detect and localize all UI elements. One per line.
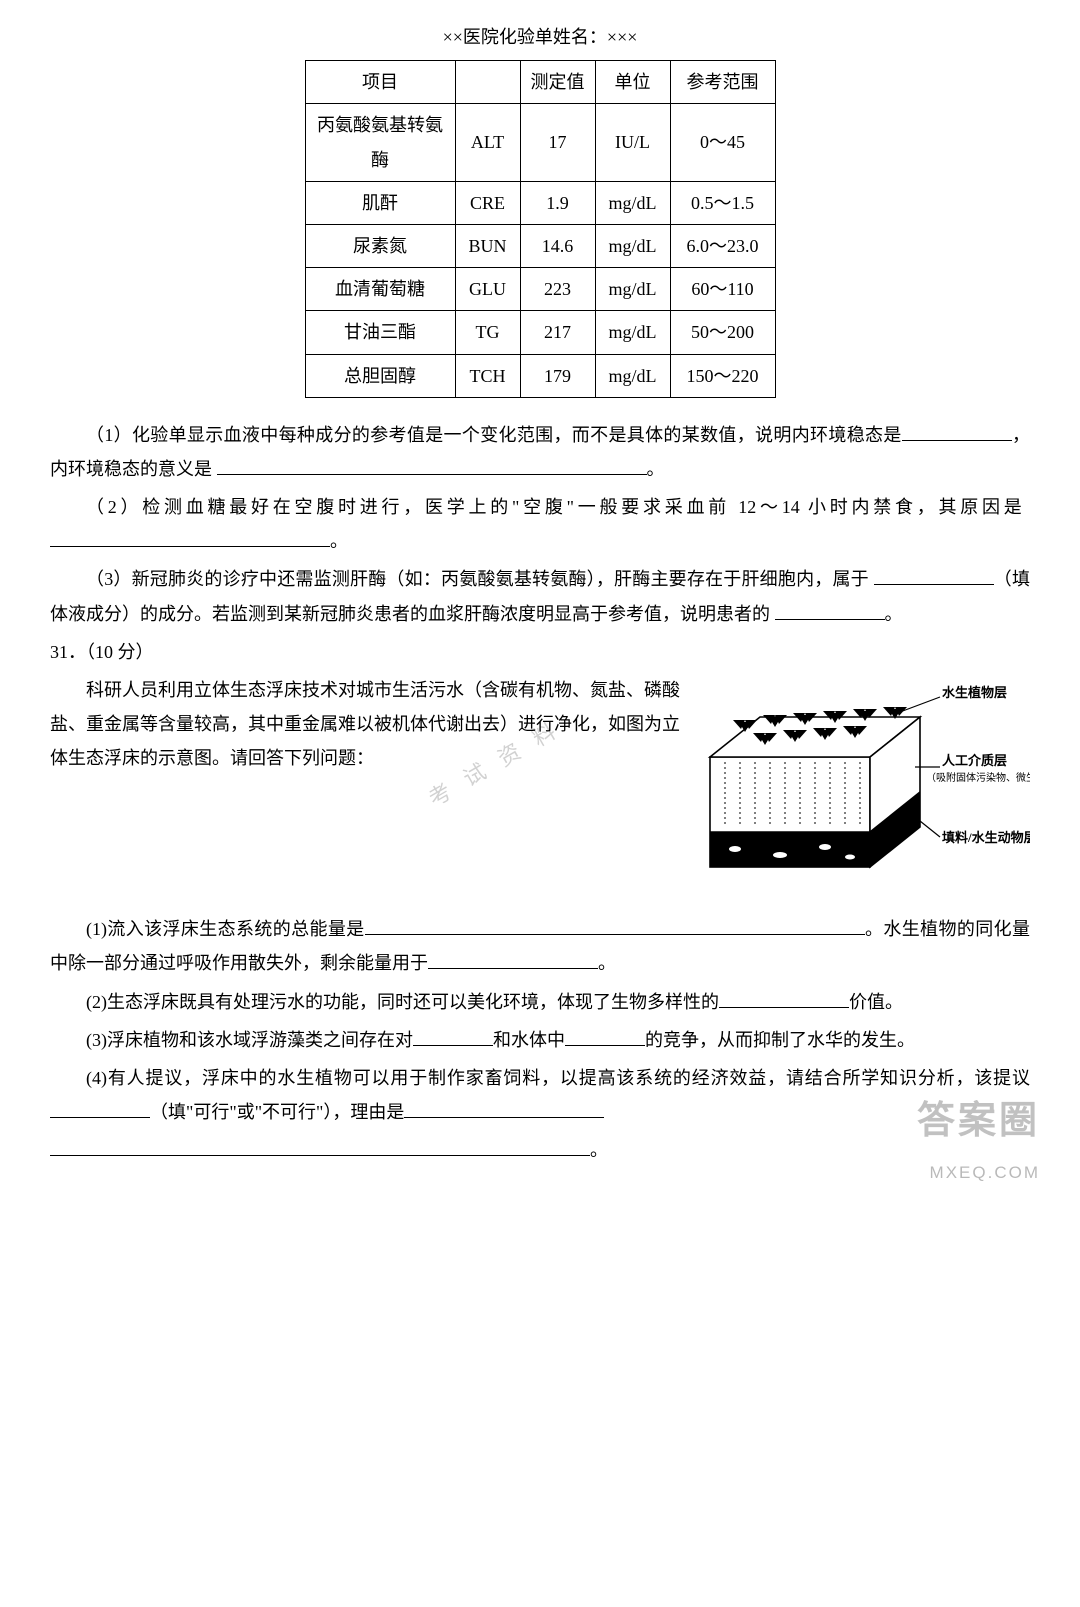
figure-label-mid2: （吸附固体污染物、微生物等） [926, 771, 1030, 784]
table-row: 血清葡萄糖 GLU 223 mg/dL 60～110 [305, 268, 775, 311]
figure-label-top: 水生植物层 [942, 685, 1007, 700]
blank [902, 440, 1012, 441]
blank [775, 619, 885, 620]
cell: mg/dL [595, 224, 670, 267]
text: 。 [330, 531, 348, 551]
text: (3)浮床植物和该水域浮游藻类之间存在对 [86, 1030, 413, 1050]
text: （填"可行"或"不可行"），理由是 [150, 1102, 404, 1122]
text: (4)有人提议，浮床中的水生植物可以用于制作家畜饲料，以提高该系统的经济效益，请… [86, 1068, 1030, 1088]
blank [50, 1117, 150, 1118]
table-row: 总胆固醇 TCH 179 mg/dL 150～220 [305, 354, 775, 397]
figure-label-bottom: 填料/水生动物层 [942, 830, 1030, 845]
text: 。 [647, 459, 665, 479]
cell: 血清葡萄糖 [305, 268, 455, 311]
q31-part2: (2)生态浮床既具有处理污水的功能，同时还可以美化环境，体现了生物多样性的 价值。 [50, 985, 1030, 1019]
text: （2）检测血糖最好在空腹时进行，医学上的"空腹"一般要求采血前 12～14 小时… [86, 497, 1026, 517]
cell: 14.6 [520, 224, 595, 267]
q31-part1: (1)流入该浮床生态系统的总能量是。水生植物的同化量中除一部分通过呼吸作用散失外… [50, 912, 1030, 980]
cell: 肌酐 [305, 181, 455, 224]
blank [50, 546, 330, 547]
text: (1)流入该浮床生态系统的总能量是 [86, 919, 365, 939]
table-row: 丙氨酸氨基转氨酶 ALT 17 IU/L 0～45 [305, 104, 775, 181]
cell: CRE [455, 181, 520, 224]
q31-intro-with-figure: 水生植物层 人工介质层 （吸附固体污染物、微生物等） 填料/水生动物层 科研人员… [50, 673, 1030, 912]
text: 和水体中 [493, 1030, 565, 1050]
text: 价值。 [849, 992, 903, 1012]
q30-part2: （2）检测血糖最好在空腹时进行，医学上的"空腹"一般要求采血前 12～14 小时… [50, 490, 1030, 558]
cell: 17 [520, 104, 595, 181]
text: （3）新冠肺炎的诊疗中还需监测肝酶（如：丙氨酸氨基转氨酶），肝酶主要存在于肝细胞… [86, 569, 869, 589]
blank [404, 1117, 604, 1118]
cell: 150～220 [670, 354, 775, 397]
text: 。 [885, 604, 903, 624]
cell: TG [455, 311, 520, 354]
cell: 179 [520, 354, 595, 397]
cell: 总胆固醇 [305, 354, 455, 397]
table-header: 测定值 [520, 61, 595, 104]
cell: 丙氨酸氨基转氨酶 [305, 104, 455, 181]
cell: 1.9 [520, 181, 595, 224]
cell: 尿素氮 [305, 224, 455, 267]
table-header: 单位 [595, 61, 670, 104]
table-header [455, 61, 520, 104]
text: 。 [598, 953, 616, 973]
text: （1）化验单显示血液中每种成分的参考值是一个变化范围，而不是具体的某数值，说明内… [86, 425, 902, 445]
floating-bed-figure: 水生植物层 人工介质层 （吸附固体污染物、微生物等） 填料/水生动物层 [690, 677, 1030, 908]
blank [50, 1155, 590, 1156]
cell: BUN [455, 224, 520, 267]
q31-part4: (4)有人提议，浮床中的水生植物可以用于制作家畜饲料，以提高该系统的经济效益，请… [50, 1061, 1030, 1129]
blank [565, 1045, 645, 1046]
blank [217, 474, 647, 475]
blank [365, 934, 865, 935]
cell: GLU [455, 268, 520, 311]
q31-header: 31．（10 分） [50, 635, 1030, 669]
table-header: 参考范围 [670, 61, 775, 104]
figure-label-mid1: 人工介质层 [942, 753, 1007, 768]
table-row: 肌酐 CRE 1.9 mg/dL 0.5～1.5 [305, 181, 775, 224]
lab-report-table: 项目 测定值 单位 参考范围 丙氨酸氨基转氨酶 ALT 17 IU/L 0～45… [305, 60, 776, 398]
cell: 50～200 [670, 311, 775, 354]
cell: ALT [455, 104, 520, 181]
text: 。 [590, 1140, 608, 1160]
blank [413, 1045, 493, 1046]
cell: mg/dL [595, 311, 670, 354]
table-row: 尿素氮 BUN 14.6 mg/dL 6.0～23.0 [305, 224, 775, 267]
q30-part3: （3）新冠肺炎的诊疗中还需监测肝酶（如：丙氨酸氨基转氨酶），肝酶主要存在于肝细胞… [50, 562, 1030, 630]
cell: 217 [520, 311, 595, 354]
cell: 223 [520, 268, 595, 311]
cell: 0.5～1.5 [670, 181, 775, 224]
blank [428, 968, 598, 969]
q31-part3: (3)浮床植物和该水域浮游藻类之间存在对 和水体中 的竞争，从而抑制了水华的发生。 [50, 1023, 1030, 1057]
blank [874, 584, 994, 585]
cell: 0～45 [670, 104, 775, 181]
lab-report-title: ××医院化验单姓名：××× [50, 20, 1030, 54]
table-header: 项目 [305, 61, 455, 104]
cell: 6.0～23.0 [670, 224, 775, 267]
cell: mg/dL [595, 354, 670, 397]
cell: 甘油三酯 [305, 311, 455, 354]
cell: 60～110 [670, 268, 775, 311]
floating-bed-svg: 水生植物层 人工介质层 （吸附固体污染物、微生物等） 填料/水生动物层 [690, 677, 1030, 897]
table-header-row: 项目 测定值 单位 参考范围 [305, 61, 775, 104]
blank [719, 1007, 849, 1008]
q31-part4-line2: 。 [50, 1133, 1030, 1167]
table-row: 甘油三酯 TG 217 mg/dL 50～200 [305, 311, 775, 354]
text: 的竞争，从而抑制了水华的发生。 [645, 1030, 915, 1050]
text: (2)生态浮床既具有处理污水的功能，同时还可以美化环境，体现了生物多样性的 [86, 992, 719, 1012]
cell: mg/dL [595, 181, 670, 224]
cell: mg/dL [595, 268, 670, 311]
cell: IU/L [595, 104, 670, 181]
cell: TCH [455, 354, 520, 397]
q30-part1: （1）化验单显示血液中每种成分的参考值是一个变化范围，而不是具体的某数值，说明内… [50, 418, 1030, 486]
